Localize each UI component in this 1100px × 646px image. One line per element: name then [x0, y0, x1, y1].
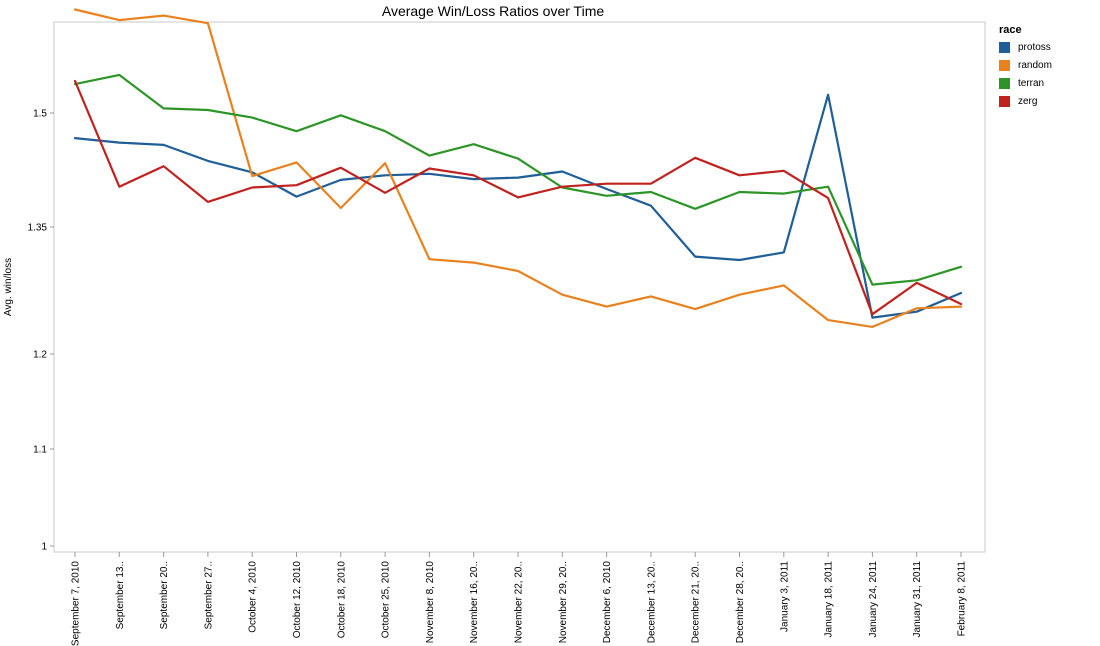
legend-item-random: random [996, 56, 1096, 74]
x-tick-label-9: November 16, 20.. [469, 561, 480, 643]
x-tick-label-2: September 20.. [159, 561, 170, 629]
y-tick-label-1-2: 1.2 [33, 350, 47, 361]
legend-swatch-terran [999, 77, 1010, 89]
x-tick-label-8: November 8, 2010 [425, 561, 436, 644]
x-tick-label-13: December 13, 20.. [646, 561, 657, 643]
legend: race protoss random terran zerg [996, 24, 1096, 110]
x-tick-label-20: February 8, 2011 [957, 561, 968, 637]
x-tick-label-16: January 3, 2011 [779, 561, 790, 632]
x-tick-label-10: November 22, 20.. [514, 561, 525, 643]
legend-item-protoss: protoss [996, 38, 1096, 56]
x-tick-label-0: September 7, 2010 [71, 561, 82, 646]
legend-item-terran: terran [996, 74, 1096, 92]
x-tick-label-15: December 28, 20.. [735, 561, 746, 643]
legend-label-random: random [1018, 59, 1052, 71]
series-lines [73, 8, 963, 328]
x-tick-label-7: October 25, 2010 [381, 561, 392, 639]
legend-swatch-protoss [999, 41, 1010, 53]
y-tick-label-1: 1 [41, 542, 47, 553]
series-line-terran [73, 73, 963, 286]
x-axis: September 7, 2010 September 13.. September… [71, 552, 968, 646]
x-tick-label-5: October 12, 2010 [292, 561, 303, 639]
y-tick-label-1-35: 1.35 [28, 223, 48, 234]
x-tick-label-11: November 29, 20.. [558, 561, 569, 643]
series-line-zerg [73, 79, 963, 316]
x-tick-label-4: October 4, 2010 [248, 561, 259, 633]
x-tick-label-3: September 27.. [203, 561, 214, 629]
x-tick-label-1: September 13.. [115, 561, 126, 629]
chart-title: Average Win/Loss Ratios over Time [382, 3, 604, 19]
series-line-random [73, 8, 963, 328]
legend-label-zerg: zerg [1018, 95, 1038, 107]
legend-item-zerg: zerg [996, 92, 1096, 110]
y-tick-label-1-5: 1.5 [33, 109, 47, 120]
x-tick-label-18: January 24, 2011 [868, 561, 879, 638]
y-axis-title: Avg. win/loss [3, 258, 14, 316]
legend-label-terran: terran [1018, 77, 1045, 89]
legend-label-protoss: protoss [1018, 41, 1051, 53]
legend-swatch-zerg [999, 95, 1010, 107]
x-tick-label-14: December 21, 20.. [691, 561, 702, 643]
legend-title: race [999, 24, 1022, 36]
plot-area [53, 21, 986, 553]
y-axis: 1 1.1 1.2 1.35 1.5 [28, 109, 54, 553]
x-tick-label-12: December 6, 2010 [602, 561, 613, 644]
x-tick-label-6: October 18, 2010 [336, 561, 347, 639]
legend-swatch-random [999, 59, 1010, 71]
series-line-protoss [73, 93, 963, 319]
x-tick-label-19: January 31, 2011 [912, 561, 923, 638]
x-tick-label-17: January 18, 2011 [824, 561, 835, 638]
y-tick-label-1-1: 1.1 [33, 445, 47, 456]
